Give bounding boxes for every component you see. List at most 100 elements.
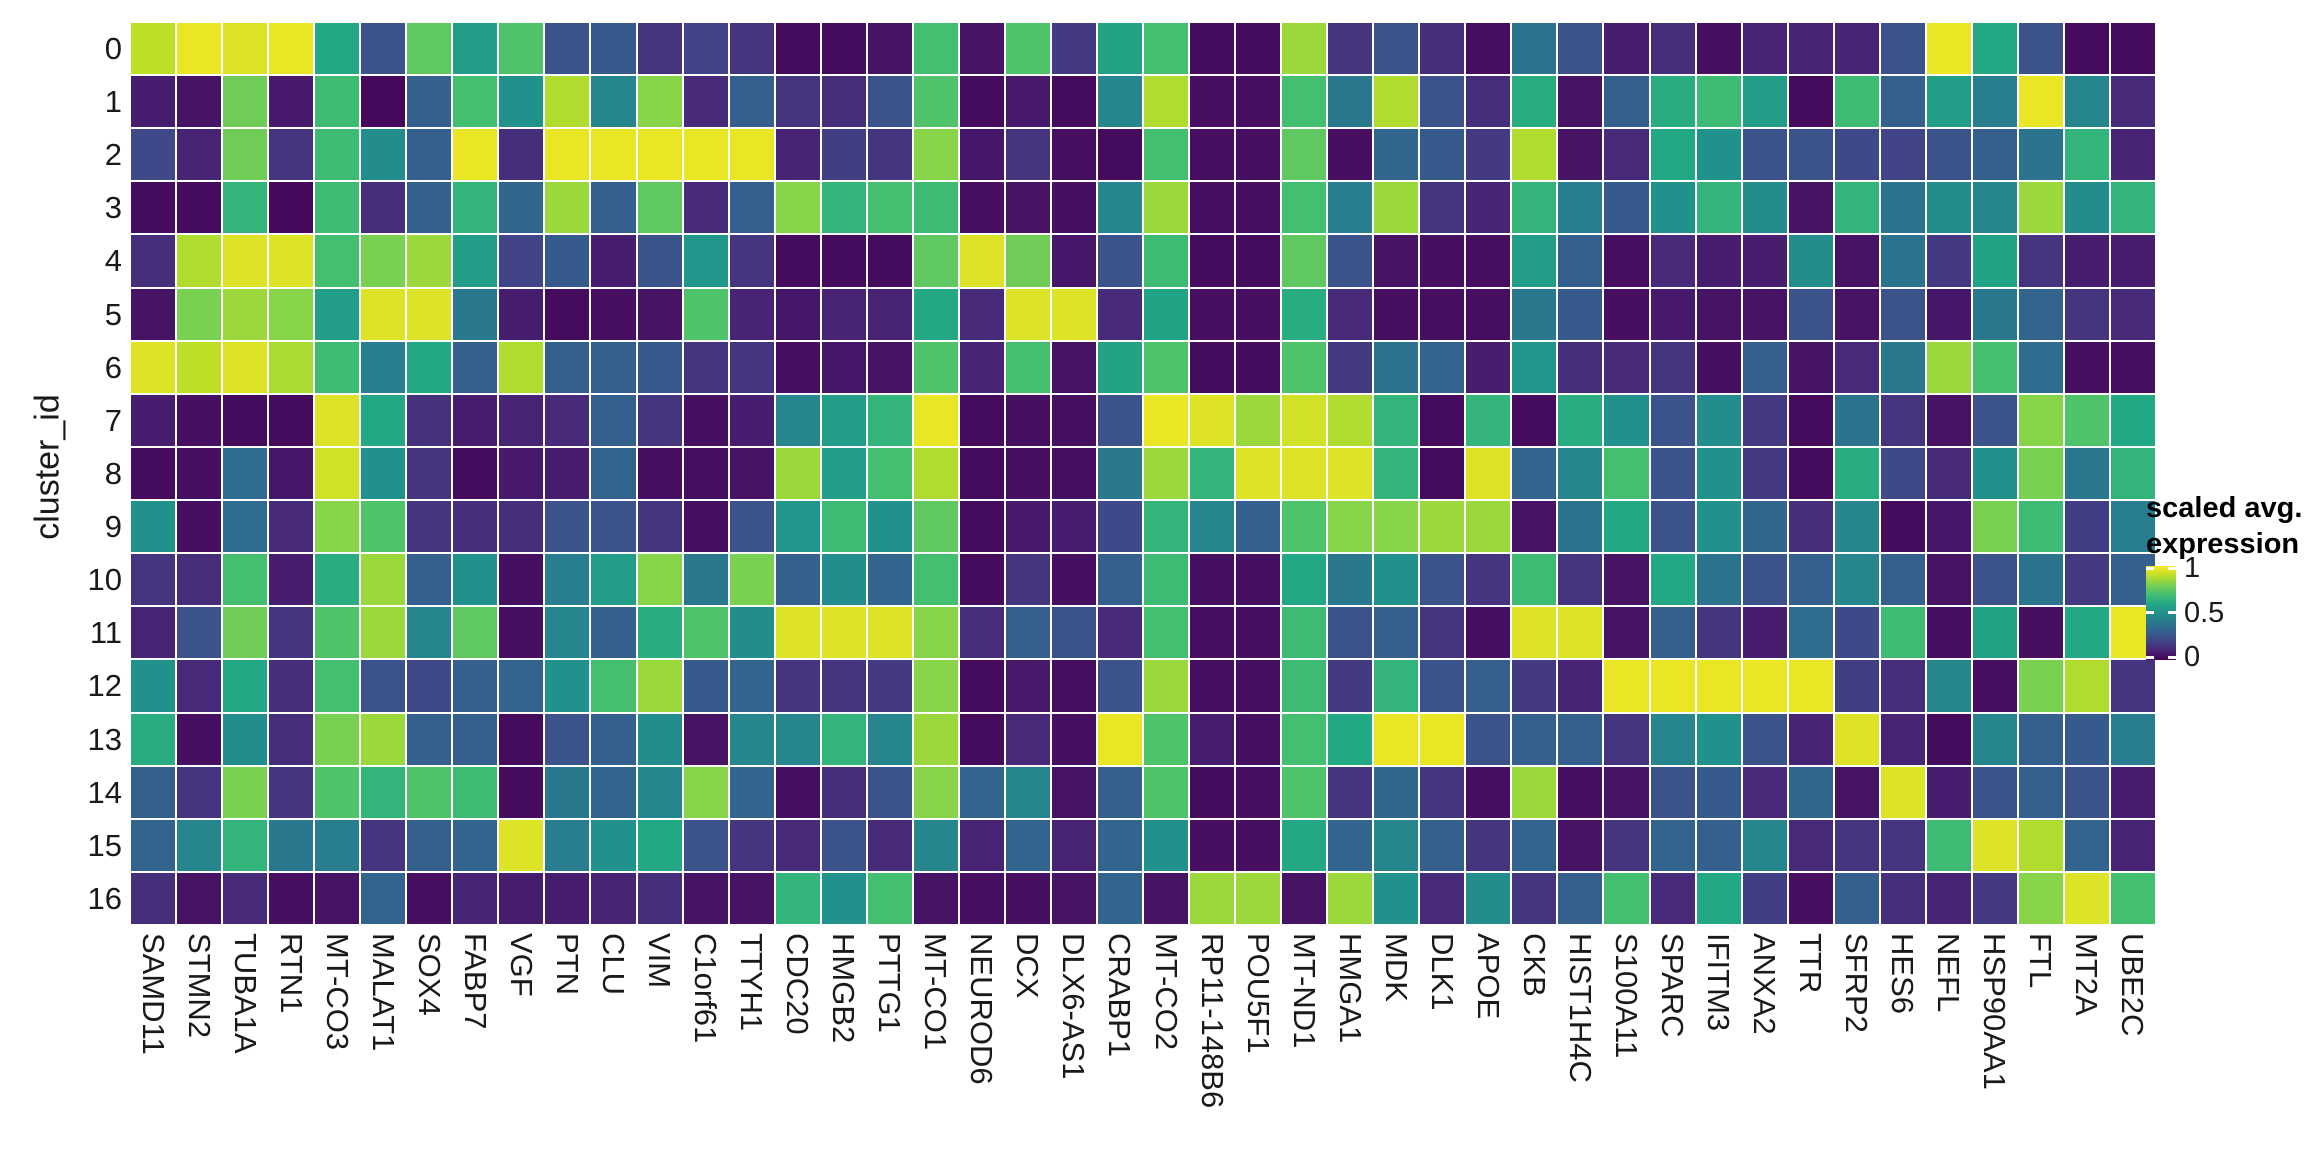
x-axis-tick-label: FABP7 [457, 933, 493, 1030]
heatmap-cell [775, 607, 820, 659]
heatmap-cell [269, 819, 314, 871]
heatmap-cell [775, 819, 820, 871]
heatmap-cell [1144, 129, 1189, 181]
heatmap-cell [1282, 713, 1327, 765]
heatmap-cell [1880, 394, 1925, 446]
y-axis-tick-label: 12 [87, 668, 122, 704]
heatmap-cell [1972, 235, 2017, 287]
heatmap-cell [1328, 182, 1373, 234]
heatmap-cell [683, 501, 728, 553]
heatmap-cell [1097, 76, 1142, 128]
heatmap-cell [1144, 23, 1189, 75]
heatmap-cell [1190, 23, 1235, 75]
heatmap-cell [2018, 713, 2063, 765]
heatmap-cell [821, 819, 866, 871]
legend-tick-mark [2168, 655, 2176, 659]
heatmap-cell [1926, 288, 1971, 340]
heatmap-cell [1558, 501, 1603, 553]
heatmap-cell [1190, 501, 1235, 553]
heatmap-cell [2018, 182, 2063, 234]
heatmap-cell [1604, 288, 1649, 340]
heatmap-cell [1834, 713, 1879, 765]
heatmap-cell [1097, 501, 1142, 553]
heatmap-cell [315, 607, 360, 659]
heatmap-cell [1972, 554, 2017, 606]
heatmap-cell [1880, 607, 1925, 659]
heatmap-cell [913, 819, 958, 871]
heatmap-cell [2064, 129, 2109, 181]
heatmap-cell [637, 341, 682, 393]
heatmap-cell [1926, 607, 1971, 659]
heatmap-cell [1972, 394, 2017, 446]
heatmap-cell [729, 607, 774, 659]
heatmap-cell [1144, 607, 1189, 659]
heatmap-cell [683, 766, 728, 818]
heatmap-cell [913, 182, 958, 234]
heatmap-cell [545, 76, 590, 128]
heatmap-cell [591, 447, 636, 500]
heatmap-cell [499, 872, 544, 924]
heatmap-cell [1144, 76, 1189, 128]
heatmap-cell [315, 447, 360, 500]
heatmap-cell [269, 660, 314, 712]
heatmap-cell [683, 447, 728, 500]
legend-tick-label: 1 [2184, 552, 2201, 584]
heatmap-cell [269, 23, 314, 75]
heatmap-cell [959, 23, 1004, 75]
heatmap-cell [315, 554, 360, 606]
heatmap-cell [1650, 819, 1695, 871]
heatmap-cell [1650, 607, 1695, 659]
heatmap-cell [1696, 713, 1741, 765]
heatmap-cell [1466, 235, 1511, 287]
heatmap-cell [1972, 447, 2017, 500]
heatmap-cell [1604, 76, 1649, 128]
heatmap-cell [1972, 872, 2017, 924]
heatmap-cell [361, 76, 406, 128]
heatmap-cell [1604, 766, 1649, 818]
heatmap-cell [1051, 607, 1096, 659]
heatmap-cell [775, 766, 820, 818]
heatmap-cell [223, 713, 268, 765]
y-axis-tick-label: 7 [104, 402, 122, 438]
x-axis-tick-label: MT2A [2069, 933, 2105, 1016]
heatmap-cell [315, 713, 360, 765]
heatmap-cell [361, 447, 406, 500]
heatmap-cell [1097, 235, 1142, 287]
x-axis-tick-label: SOX4 [411, 933, 447, 1016]
heatmap-cell [637, 872, 682, 924]
x-axis-tick-label: S100A11 [1608, 933, 1644, 1059]
heatmap-cell [1788, 660, 1833, 712]
heatmap-cell [131, 501, 176, 553]
heatmap-cell [637, 235, 682, 287]
heatmap-cell [315, 129, 360, 181]
heatmap-cell [1190, 129, 1235, 181]
heatmap-cell [545, 288, 590, 340]
heatmap-cell [1282, 394, 1327, 446]
heatmap-cell [1328, 447, 1373, 500]
heatmap-cell [131, 660, 176, 712]
heatmap-cell [1005, 607, 1050, 659]
heatmap-cell [1374, 394, 1419, 446]
heatmap-cell [2110, 713, 2155, 765]
heatmap-cell [1926, 394, 1971, 446]
heatmap-cell [269, 766, 314, 818]
heatmap-cell [1650, 394, 1695, 446]
x-axis-tick-label: NEFL [1931, 933, 1967, 1013]
heatmap-cell [545, 182, 590, 234]
heatmap-cell [867, 447, 912, 500]
heatmap-cell [637, 660, 682, 712]
x-axis-tick-label: STMN2 [181, 933, 217, 1039]
heatmap-cell [1374, 872, 1419, 924]
heatmap-cell [867, 23, 912, 75]
heatmap-cell [1144, 713, 1189, 765]
heatmap-cell [2110, 447, 2155, 500]
heatmap-cell [545, 607, 590, 659]
heatmap-cell [1005, 394, 1050, 446]
heatmap-cell [1374, 660, 1419, 712]
heatmap-cell [1005, 501, 1050, 553]
heatmap-cell [2018, 235, 2063, 287]
heatmap-cell [1328, 501, 1373, 553]
heatmap-cell [1051, 766, 1096, 818]
heatmap-cell [1926, 501, 1971, 553]
heatmap-cell [1374, 607, 1419, 659]
